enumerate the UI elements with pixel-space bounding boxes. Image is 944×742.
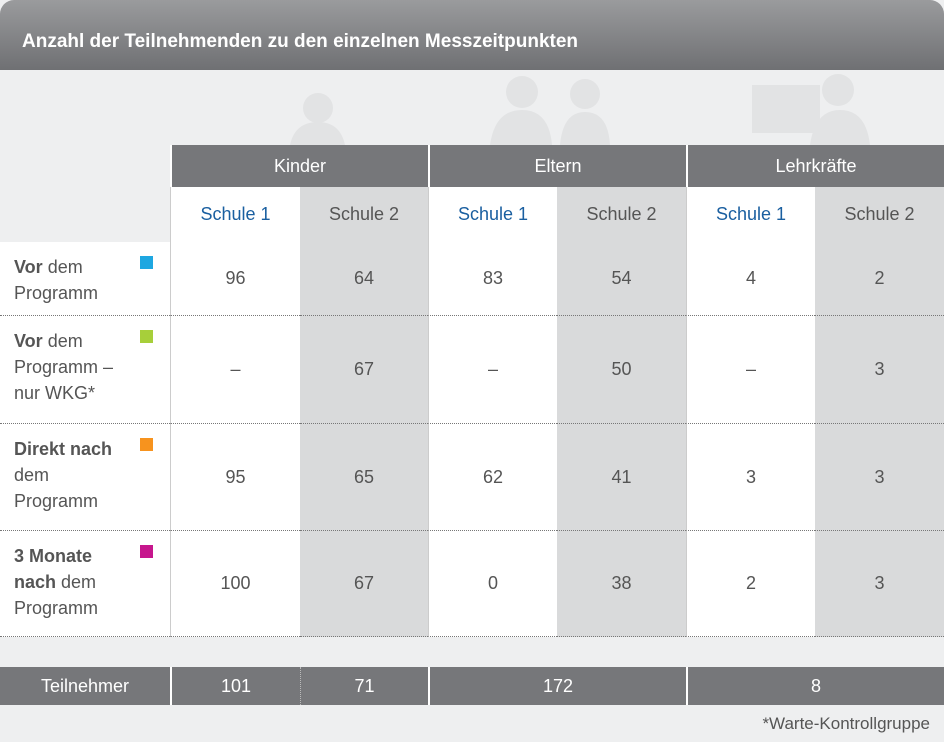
- subheader: Schule 1: [170, 187, 300, 242]
- cell: 3: [686, 424, 815, 531]
- cell: 41: [557, 424, 686, 531]
- cell: 100: [170, 531, 300, 637]
- row-label: Direkt nach dem Programm: [0, 424, 170, 531]
- subheader: Schule 2: [557, 187, 686, 242]
- row-label-text: 3 Monate nach dem Programm: [14, 543, 132, 621]
- subheader: Schule 2: [815, 187, 944, 242]
- total-label: Teilnehmer: [0, 667, 170, 705]
- cell: 95: [170, 424, 300, 531]
- total-value: 101: [170, 667, 300, 705]
- cell: 64: [300, 242, 428, 316]
- cell: 3: [815, 531, 944, 637]
- subheader: Schule 1: [686, 187, 815, 242]
- cell: 67: [300, 531, 428, 637]
- group-header: Eltern: [428, 145, 686, 187]
- row-label: 3 Monate nach dem Programm: [0, 531, 170, 637]
- row-label: Vor dem Programm: [0, 242, 170, 316]
- cell: 54: [557, 242, 686, 316]
- cell: –: [428, 316, 557, 424]
- total-value: 71: [300, 667, 428, 705]
- cell: 4: [686, 242, 815, 316]
- color-marker: [140, 438, 153, 451]
- cell: –: [686, 316, 815, 424]
- group-header: Lehrkräfte: [686, 145, 944, 187]
- total-value: 8: [686, 667, 944, 705]
- cell: 96: [170, 242, 300, 316]
- color-marker: [140, 545, 153, 558]
- cell: 0: [428, 531, 557, 637]
- row-label-bold: Vor: [14, 257, 43, 277]
- silhouettes: [0, 70, 944, 145]
- subheader: Schule 1: [428, 187, 557, 242]
- cell: 2: [815, 242, 944, 316]
- page: Anzahl der Teilnehmenden zu den einzelne…: [0, 0, 944, 742]
- title: Anzahl der Teilnehmenden zu den einzelne…: [0, 0, 944, 70]
- cell: 50: [557, 316, 686, 424]
- cell: 67: [300, 316, 428, 424]
- cell: 3: [815, 316, 944, 424]
- color-marker: [140, 330, 153, 343]
- footnote: *Warte-Kontrollgruppe: [0, 705, 944, 742]
- cell: 65: [300, 424, 428, 531]
- row-label-text: Vor dem Programm – nur WKG*: [14, 328, 132, 406]
- cell: 3: [815, 424, 944, 531]
- cell: 83: [428, 242, 557, 316]
- row-label-text: Vor dem Programm: [14, 254, 132, 306]
- group-header: Kinder: [170, 145, 428, 187]
- row-label: Vor dem Programm – nur WKG*: [0, 316, 170, 424]
- color-marker: [140, 256, 153, 269]
- cell: 2: [686, 531, 815, 637]
- total-value: 172: [428, 667, 686, 705]
- cell: 62: [428, 424, 557, 531]
- row-label-rest: dem Programm: [14, 465, 98, 511]
- row-label-bold: Direkt nach: [14, 439, 112, 459]
- row-label-bold: Vor: [14, 331, 43, 351]
- cell: 38: [557, 531, 686, 637]
- subheader: Schule 2: [300, 187, 428, 242]
- cell: –: [170, 316, 300, 424]
- row-label-text: Direkt nach dem Programm: [14, 436, 132, 514]
